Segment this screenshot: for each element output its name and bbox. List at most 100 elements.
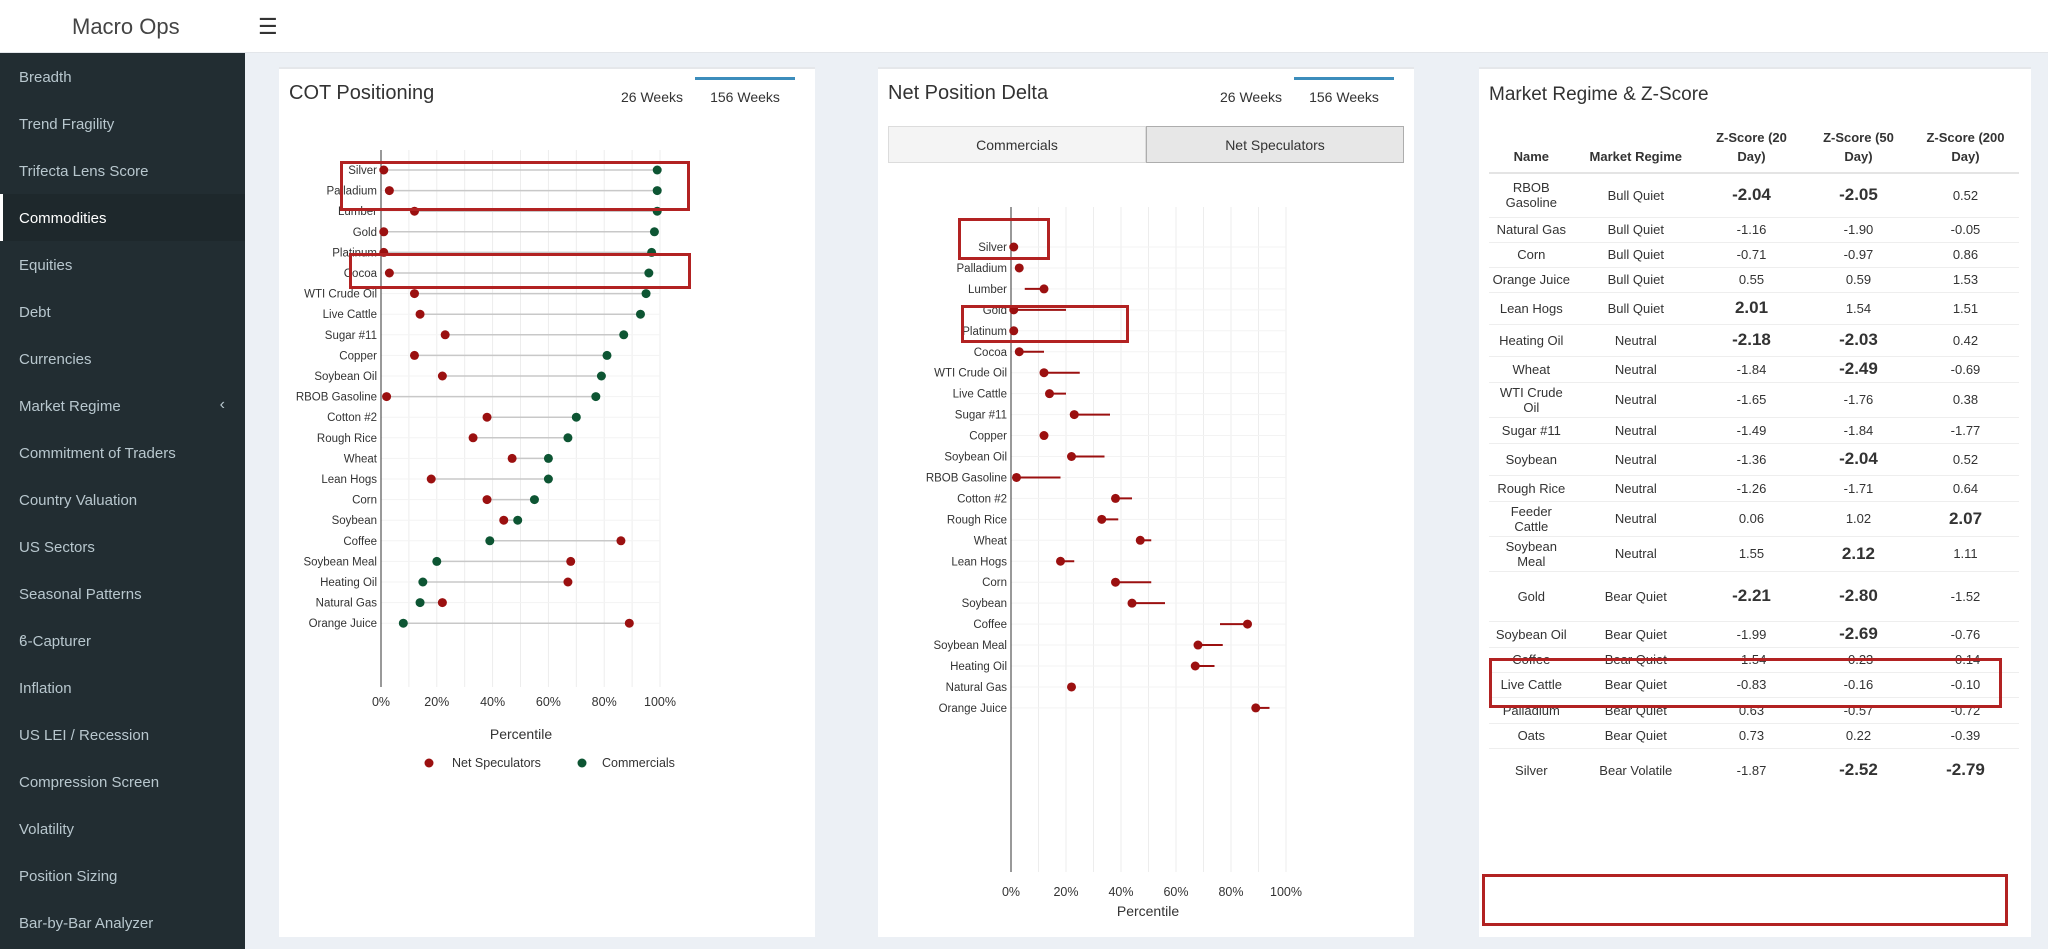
cell-regime: Neutral [1573, 500, 1698, 536]
net-speculators-point [499, 515, 509, 525]
cell-name: Natural Gas [1489, 216, 1574, 242]
net-speculators-point [384, 268, 394, 278]
cell-z200: 0.52 [1911, 442, 2019, 475]
category-label: Soybean Oil [944, 452, 1007, 464]
sidebar-item-market-regime[interactable]: Market Regime ‹ [0, 382, 245, 429]
cell-name: Live Cattle [1489, 671, 1574, 697]
sidebar-item-equities[interactable]: Equities [0, 241, 245, 288]
sidebar-item-breadth[interactable]: Breadth [0, 53, 245, 100]
sidebar-item-compression-screen[interactable]: Compression Screen [0, 758, 245, 805]
sidebar-item-commodities[interactable]: Commodities [0, 194, 245, 241]
net-speculators-point [624, 618, 634, 628]
sidebar-item-trend-fragility[interactable]: Trend Fragility [0, 100, 245, 147]
table-row: Silver Bear Volatile -1.87 -2.52 -2.79 [1489, 747, 2019, 792]
cell-z50: -2.04 [1804, 442, 1912, 475]
commercials-point [432, 556, 442, 566]
cell-regime: Neutral [1573, 442, 1698, 475]
sidebar-item-commitment-of-traders[interactable]: Commitment of Traders [0, 429, 245, 476]
net-speculators-point [563, 577, 573, 587]
table-row: Soybean Neutral -1.36 -2.04 0.52 [1489, 442, 2019, 475]
cell-z20: -2.21 [1698, 570, 1805, 621]
category-label: Sugar #11 [955, 410, 1007, 422]
cell-regime: Bull Quiet [1573, 241, 1698, 267]
commercials-point [418, 577, 428, 587]
column-header: Z-Score (200 Day) [1911, 124, 2019, 174]
table-row: Corn Bull Quiet -0.71 -0.97 0.86 [1489, 241, 2019, 267]
sidebar-item-inflation[interactable]: Inflation [0, 664, 245, 711]
sidebar-item-volatility[interactable]: Volatility [0, 805, 245, 852]
sidebar-item-us-lei-recession[interactable]: US LEI / Recession [0, 711, 245, 758]
category-label: Live Cattle [953, 389, 1007, 401]
net-speculators-point [1056, 556, 1065, 566]
cell-z200: 1.51 [1911, 291, 2019, 324]
cell-z200: 0.38 [1911, 381, 2019, 417]
sidebar-item-label: Equities [19, 257, 73, 274]
cell-regime: Bear Quiet [1573, 696, 1698, 723]
sidebar-item-currencies[interactable]: Currencies [0, 335, 245, 382]
category-label: Soybean [962, 598, 1007, 610]
sidebar-item-label: Currencies [19, 351, 92, 368]
commercials-point [415, 598, 425, 608]
cell-z200: 2.07 [1911, 500, 2019, 536]
legend-comm-marker [577, 758, 587, 768]
delta-tab-156w[interactable]: 156 Weeks [1294, 77, 1394, 117]
category-label: Wheat [974, 535, 1008, 547]
net-speculators-point [1135, 535, 1145, 545]
cell-z50: -2.05 [1804, 172, 1912, 217]
cell-z20: -0.83 [1698, 671, 1805, 697]
hamburger-icon[interactable]: ☰ [258, 14, 278, 39]
highlight-gold-delta [961, 305, 1129, 343]
sidebar-item--capturer[interactable]: ϐ-Capturer [0, 617, 245, 664]
sidebar-item-seasonal-patterns[interactable]: Seasonal Patterns [0, 570, 245, 617]
highlight-silver [340, 161, 690, 211]
x-axis-title: Percentile [1117, 903, 1179, 919]
net-speculators-point [1127, 598, 1137, 608]
cell-z200: 0.52 [1911, 172, 2019, 217]
x-tick-label: 40% [1108, 885, 1133, 899]
top-bar: Macro Ops ☰ [0, 0, 2048, 53]
commercials-point [513, 515, 523, 525]
column-header: Name [1489, 124, 1574, 174]
sidebar-item-us-sectors[interactable]: US Sectors [0, 523, 245, 570]
delta-tab-26w[interactable]: 26 Weeks [1220, 89, 1282, 105]
net-speculators-point [1012, 472, 1021, 482]
app-title[interactable]: Macro Ops [72, 14, 180, 39]
sidebar-item-label: Trifecta Lens Score [19, 163, 149, 180]
sidebar-item-position-sizing[interactable]: Position Sizing [0, 852, 245, 899]
cell-regime: Neutral [1573, 323, 1698, 356]
sidebar-item-label: Bar-by-Bar Analyzer [19, 915, 154, 932]
segment-net-speculators[interactable]: Net Speculators [1146, 126, 1404, 163]
net-speculators-point [1045, 389, 1054, 399]
sidebar-item-country-valuation[interactable]: Country Valuation [0, 476, 245, 523]
segment-commercials[interactable]: Commercials [888, 126, 1146, 163]
cell-z20: -0.71 [1698, 241, 1805, 267]
net-speculators-point [1039, 368, 1049, 378]
category-label: Cocoa [974, 347, 1008, 359]
cell-name: Gold [1489, 570, 1574, 621]
sidebar-item-trifecta-lens-score[interactable]: Trifecta Lens Score [0, 147, 245, 194]
commercials-point [543, 453, 553, 463]
cell-z50: -1.84 [1804, 416, 1912, 443]
cell-z50: -2.69 [1804, 620, 1912, 647]
sidebar-item-debt[interactable]: Debt [0, 288, 245, 335]
cell-z20: -1.99 [1698, 620, 1805, 647]
sidebar-item-label: US Sectors [19, 539, 95, 556]
cell-name: Heating Oil [1489, 323, 1574, 356]
cell-name: Sugar #11 [1489, 416, 1574, 443]
category-label: Silver [348, 165, 377, 177]
cell-z20: 0.73 [1698, 722, 1805, 748]
highlight-gold-row [1489, 658, 2002, 708]
cell-z20: -1.26 [1698, 474, 1805, 501]
table-header-row: Name Market Regime Z-Score (20 Day) Z-Score… [1489, 124, 2019, 174]
cell-regime: Bear Quiet [1573, 722, 1698, 748]
cell-z50: -1.71 [1804, 474, 1912, 501]
cot-tab-26w[interactable]: 26 Weeks [621, 89, 683, 105]
table-row: Natural Gas Bull Quiet -1.16 -1.90 -0.05 [1489, 216, 2019, 242]
sidebar-item-bar-by-bar-analyzer[interactable]: Bar-by-Bar Analyzer [0, 899, 245, 946]
net-speculators-point [1067, 682, 1076, 692]
net-speculators-point [1009, 242, 1019, 252]
cot-tab-156w[interactable]: 156 Weeks [695, 77, 795, 117]
cell-z20: -1.65 [1698, 381, 1805, 417]
net-speculators-point [1243, 619, 1252, 629]
category-label: Soybean [332, 515, 377, 527]
